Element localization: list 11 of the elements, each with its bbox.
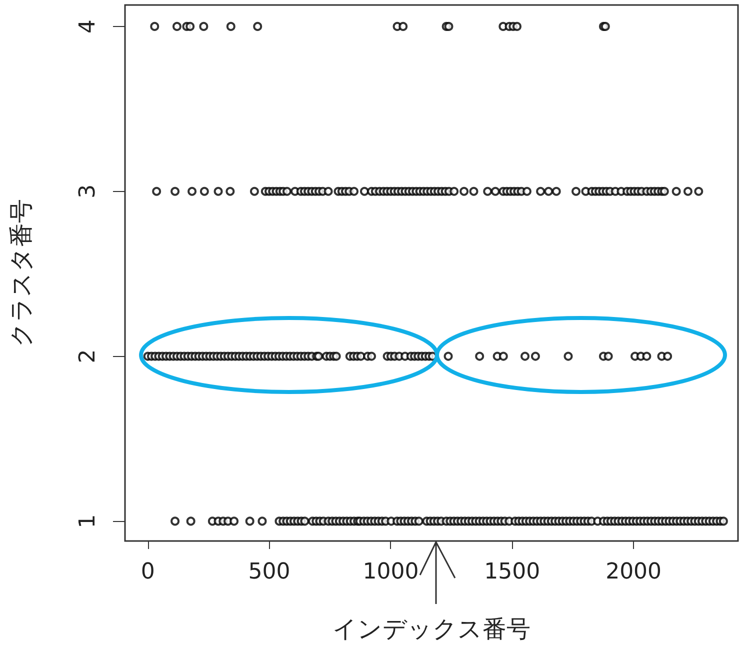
x-axis-title: インデックス番号 (332, 615, 530, 643)
y-tick-label: 3 (76, 184, 100, 198)
x-tick-label: 1500 (484, 560, 540, 584)
x-tick-label: 0 (140, 560, 155, 584)
y-tick-label: 4 (76, 19, 100, 34)
y-axis-title: クラスタ番号 (7, 199, 35, 347)
y-tick-label: 1 (76, 514, 100, 528)
y-tick-label: 2 (76, 349, 100, 364)
x-tick-label: 2000 (606, 560, 662, 584)
x-tick-label: 1000 (362, 560, 419, 584)
x-tick-label: 500 (248, 560, 290, 584)
